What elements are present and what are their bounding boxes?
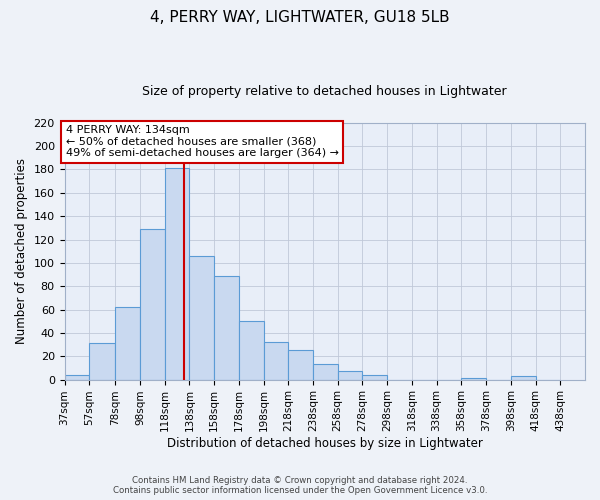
Bar xyxy=(115,307,140,380)
Bar xyxy=(164,168,190,380)
Bar xyxy=(288,350,313,380)
Bar xyxy=(239,321,263,380)
Bar xyxy=(511,376,536,380)
Bar xyxy=(65,375,89,380)
Text: 4, PERRY WAY, LIGHTWATER, GU18 5LB: 4, PERRY WAY, LIGHTWATER, GU18 5LB xyxy=(150,10,450,25)
Bar xyxy=(362,375,387,380)
Bar xyxy=(89,344,115,380)
Bar xyxy=(140,229,164,380)
Bar xyxy=(263,342,288,380)
Bar xyxy=(214,276,239,380)
Y-axis label: Number of detached properties: Number of detached properties xyxy=(15,158,28,344)
Bar xyxy=(313,364,338,380)
Bar xyxy=(338,372,362,380)
Title: Size of property relative to detached houses in Lightwater: Size of property relative to detached ho… xyxy=(142,85,507,98)
X-axis label: Distribution of detached houses by size in Lightwater: Distribution of detached houses by size … xyxy=(167,437,483,450)
Text: 4 PERRY WAY: 134sqm
← 50% of detached houses are smaller (368)
49% of semi-detac: 4 PERRY WAY: 134sqm ← 50% of detached ho… xyxy=(66,125,339,158)
Bar xyxy=(190,256,214,380)
Text: Contains HM Land Registry data © Crown copyright and database right 2024.
Contai: Contains HM Land Registry data © Crown c… xyxy=(113,476,487,495)
Bar xyxy=(461,378,486,380)
